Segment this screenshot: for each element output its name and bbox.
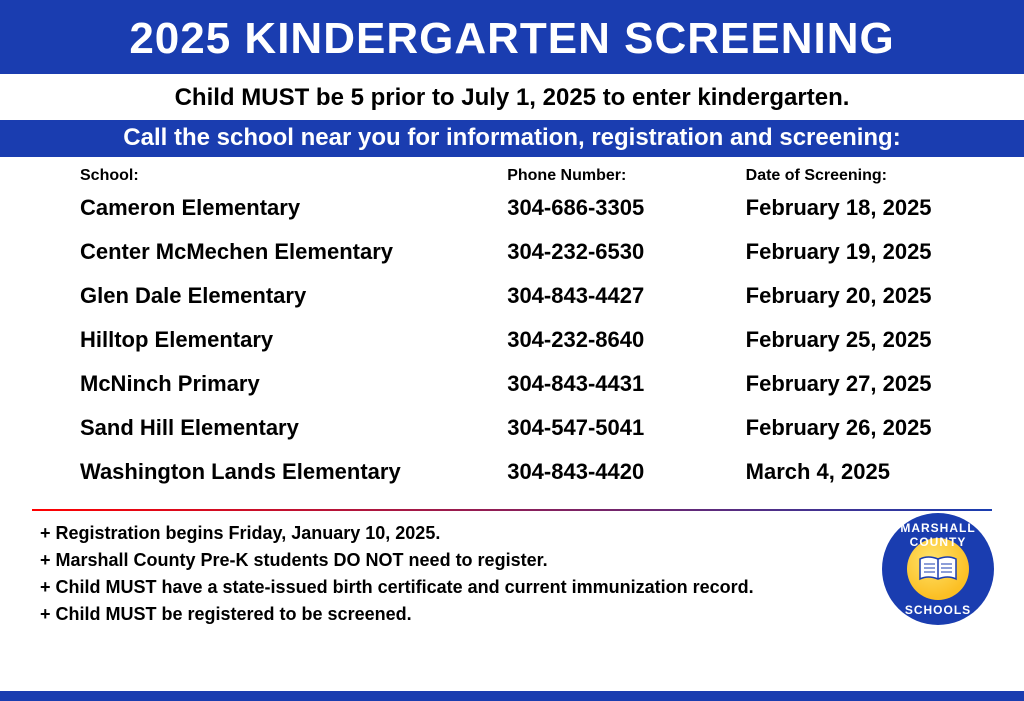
- page-title: 2025 KINDERGARTEN SCREENING: [0, 14, 1024, 64]
- school-phone: 304-232-8640: [507, 327, 745, 353]
- header-bar: 2025 KINDERGARTEN SCREENING: [0, 0, 1024, 74]
- school-date: February 27, 2025: [746, 371, 994, 397]
- call-instruction-bar: Call the school near you for information…: [0, 120, 1024, 157]
- logo-text-bottom: SCHOOLS: [882, 603, 994, 617]
- logo-text-top: MARSHALL COUNTY: [882, 521, 994, 549]
- table-row: Hilltop Elementary 304-232-8640 February…: [0, 327, 1024, 353]
- school-date: March 4, 2025: [746, 459, 994, 485]
- note-line: + Child MUST have a state-issued birth c…: [40, 577, 994, 598]
- school-phone: 304-232-6530: [507, 239, 745, 265]
- school-date: February 20, 2025: [746, 283, 994, 309]
- table-row: Glen Dale Elementary 304-843-4427 Februa…: [0, 283, 1024, 309]
- table-row: Sand Hill Elementary 304-547-5041 Februa…: [0, 415, 1024, 441]
- table-header-row: School: Phone Number: Date of Screening:: [0, 167, 1024, 185]
- school-name: McNinch Primary: [80, 371, 507, 397]
- table-row: Cameron Elementary 304-686-3305 February…: [0, 195, 1024, 221]
- school-table: School: Phone Number: Date of Screening:…: [0, 157, 1024, 509]
- table-row: McNinch Primary 304-843-4431 February 27…: [0, 371, 1024, 397]
- school-district-logo: MARSHALL COUNTY SCHOOLS: [882, 513, 994, 625]
- column-header-phone: Phone Number:: [507, 167, 745, 185]
- school-name: Sand Hill Elementary: [80, 415, 507, 441]
- school-date: February 19, 2025: [746, 239, 994, 265]
- school-phone: 304-843-4427: [507, 283, 745, 309]
- book-icon: [918, 555, 958, 583]
- bottom-accent-bar: [0, 691, 1024, 701]
- school-name: Hilltop Elementary: [80, 327, 507, 353]
- school-date: February 18, 2025: [746, 195, 994, 221]
- age-requirement-text: Child MUST be 5 prior to July 1, 2025 to…: [0, 74, 1024, 120]
- table-row: Washington Lands Elementary 304-843-4420…: [0, 459, 1024, 485]
- school-name: Washington Lands Elementary: [80, 459, 507, 485]
- school-phone: 304-686-3305: [507, 195, 745, 221]
- column-header-date: Date of Screening:: [746, 167, 994, 185]
- school-date: February 25, 2025: [746, 327, 994, 353]
- school-phone: 304-547-5041: [507, 415, 745, 441]
- note-line: + Child MUST be registered to be screene…: [40, 604, 994, 625]
- school-phone: 304-843-4420: [507, 459, 745, 485]
- school-name: Glen Dale Elementary: [80, 283, 507, 309]
- school-name: Cameron Elementary: [80, 195, 507, 221]
- school-date: February 26, 2025: [746, 415, 994, 441]
- school-phone: 304-843-4431: [507, 371, 745, 397]
- table-row: Center McMechen Elementary 304-232-6530 …: [0, 239, 1024, 265]
- note-line: + Registration begins Friday, January 10…: [40, 523, 994, 544]
- column-header-school: School:: [80, 167, 507, 185]
- school-name: Center McMechen Elementary: [80, 239, 507, 265]
- notes-area: + Registration begins Friday, January 10…: [0, 511, 1024, 643]
- note-line: + Marshall County Pre-K students DO NOT …: [40, 550, 994, 571]
